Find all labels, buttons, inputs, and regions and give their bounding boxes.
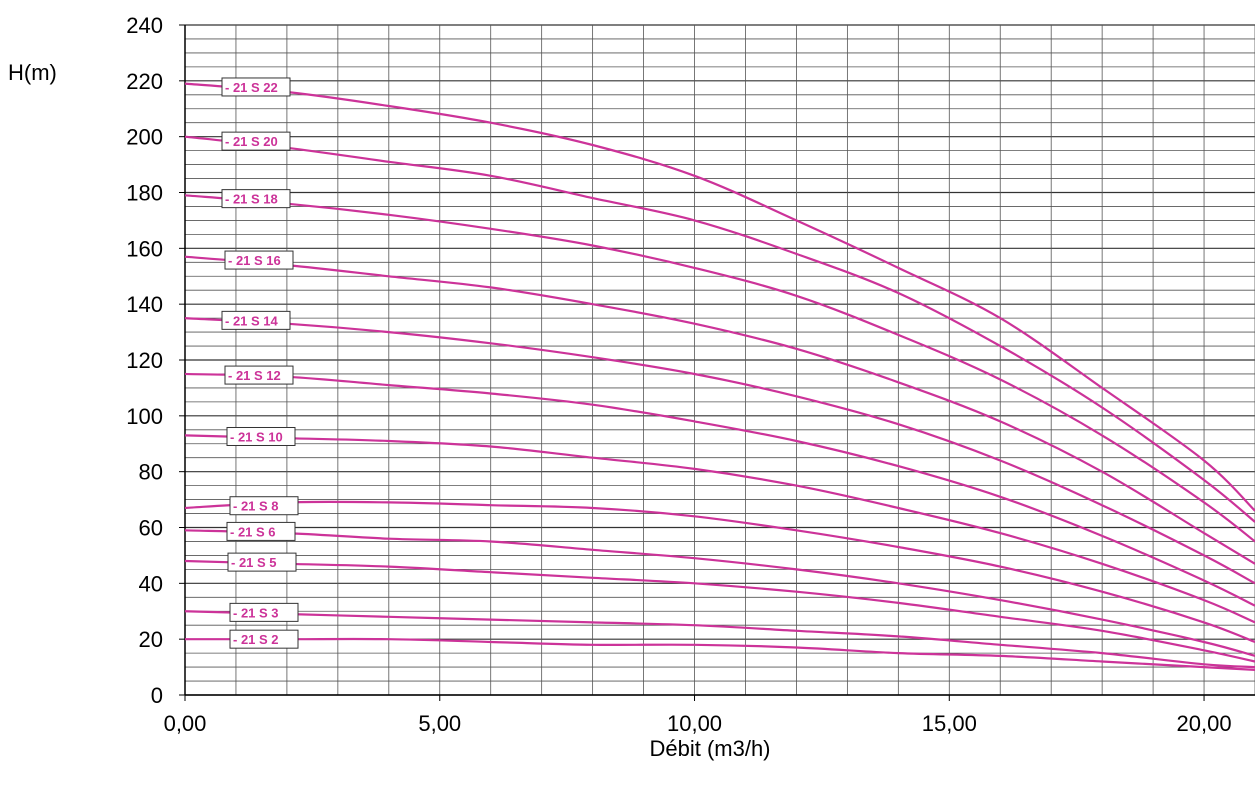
curve-label-group: - 21 S 16 (224, 250, 294, 270)
x-tick-label: 10,00 (667, 711, 722, 736)
curve-label: - 21 S 20 (225, 134, 278, 149)
curve-label-box (221, 77, 291, 97)
curve-line (184, 135, 1255, 523)
curve-label-group: - 21 S 18 (221, 189, 291, 209)
curve-label-box (224, 250, 294, 270)
curve-label: - 21 S 22 (225, 80, 278, 95)
curve-label-group: - 21 S 22 (221, 77, 291, 97)
curve-label-box (229, 629, 299, 649)
curve-label-box (227, 552, 297, 572)
curve-label: - 21 S 3 (233, 605, 279, 620)
y-tick-label: 120 (126, 348, 163, 373)
curve-line (184, 637, 1255, 671)
curve-labels: - 21 S 22 - 21 S 20 - 21 S 18 - 21 S 16 - 21… (221, 77, 299, 649)
curve-label-group: - 21 S 8 (229, 496, 299, 516)
x-tick-label: 20,00 (1177, 711, 1232, 736)
curve-label-box (229, 496, 299, 516)
curve-line (184, 372, 1255, 607)
y-axis-title: H(m) (8, 60, 57, 85)
curve-line (184, 434, 1255, 624)
y-tick-label: 80 (139, 460, 163, 485)
curve-line (184, 529, 1255, 657)
y-tick-label: 100 (126, 404, 163, 429)
y-tick-label: 0 (151, 683, 163, 708)
curve-label: - 21 S 14 (225, 313, 279, 328)
y-tick-label: 40 (139, 571, 163, 596)
x-tick-label: 15,00 (922, 711, 977, 736)
curve-line (184, 500, 1255, 644)
curve-label-group: - 21 S 10 (226, 426, 296, 446)
grid (179, 24, 1255, 701)
curve-label-box (226, 521, 296, 541)
curve-line (184, 194, 1255, 543)
curve-label-box (221, 189, 291, 209)
y-tick-label: 60 (139, 516, 163, 541)
y-tick-label: 140 (126, 292, 163, 317)
curve-label: - 21 S 16 (228, 253, 281, 268)
y-tick-labels: 0 20 40 60 80 100 120 140 160 180 200 220 240 (126, 13, 163, 708)
curve-label-group: - 21 S 14 (221, 310, 291, 330)
x-tick-labels: 0,00 5,00 10,00 15,00 20,00 (164, 711, 1232, 736)
curve-label-group: - 21 S 5 (227, 552, 297, 572)
curve-label: - 21 S 12 (228, 368, 281, 383)
curve-label-group: - 21 S 3 (229, 602, 299, 622)
curve-label: - 21 S 2 (233, 632, 279, 647)
curve-label: - 21 S 5 (231, 555, 277, 570)
curve-label-group: - 21 S 2 (229, 629, 299, 649)
curve-label-group: - 21 S 6 (226, 521, 296, 541)
curves (184, 82, 1255, 671)
curve-label-group: - 21 S 20 (221, 131, 291, 151)
curve-line (184, 82, 1255, 512)
curve-label-box (221, 131, 291, 151)
curve-label: - 21 S 8 (233, 499, 279, 514)
curve-label: - 21 S 18 (225, 192, 278, 207)
y-tick-label: 180 (126, 181, 163, 206)
curve-label: - 21 S 6 (230, 524, 276, 539)
curve-line (184, 255, 1255, 565)
x-tick-label: 5,00 (418, 711, 461, 736)
curve-label-box (221, 310, 291, 330)
curve-label-box (226, 426, 296, 446)
curve-line (184, 610, 1255, 669)
curve-line (184, 317, 1255, 585)
curve-line (184, 559, 1255, 663)
y-tick-label: 200 (126, 125, 163, 150)
y-tick-label: 20 (139, 627, 163, 652)
x-axis-title: Débit (m3/h) (649, 736, 770, 761)
y-tick-label: 220 (126, 69, 163, 94)
y-tick-label: 240 (126, 13, 163, 38)
curve-label: - 21 S 10 (230, 429, 283, 444)
x-tick-label: 0,00 (164, 711, 207, 736)
curve-label-group: - 21 S 12 (224, 365, 294, 385)
curve-label-box (229, 602, 299, 622)
curve-label-box (224, 365, 294, 385)
y-tick-label: 160 (126, 236, 163, 261)
